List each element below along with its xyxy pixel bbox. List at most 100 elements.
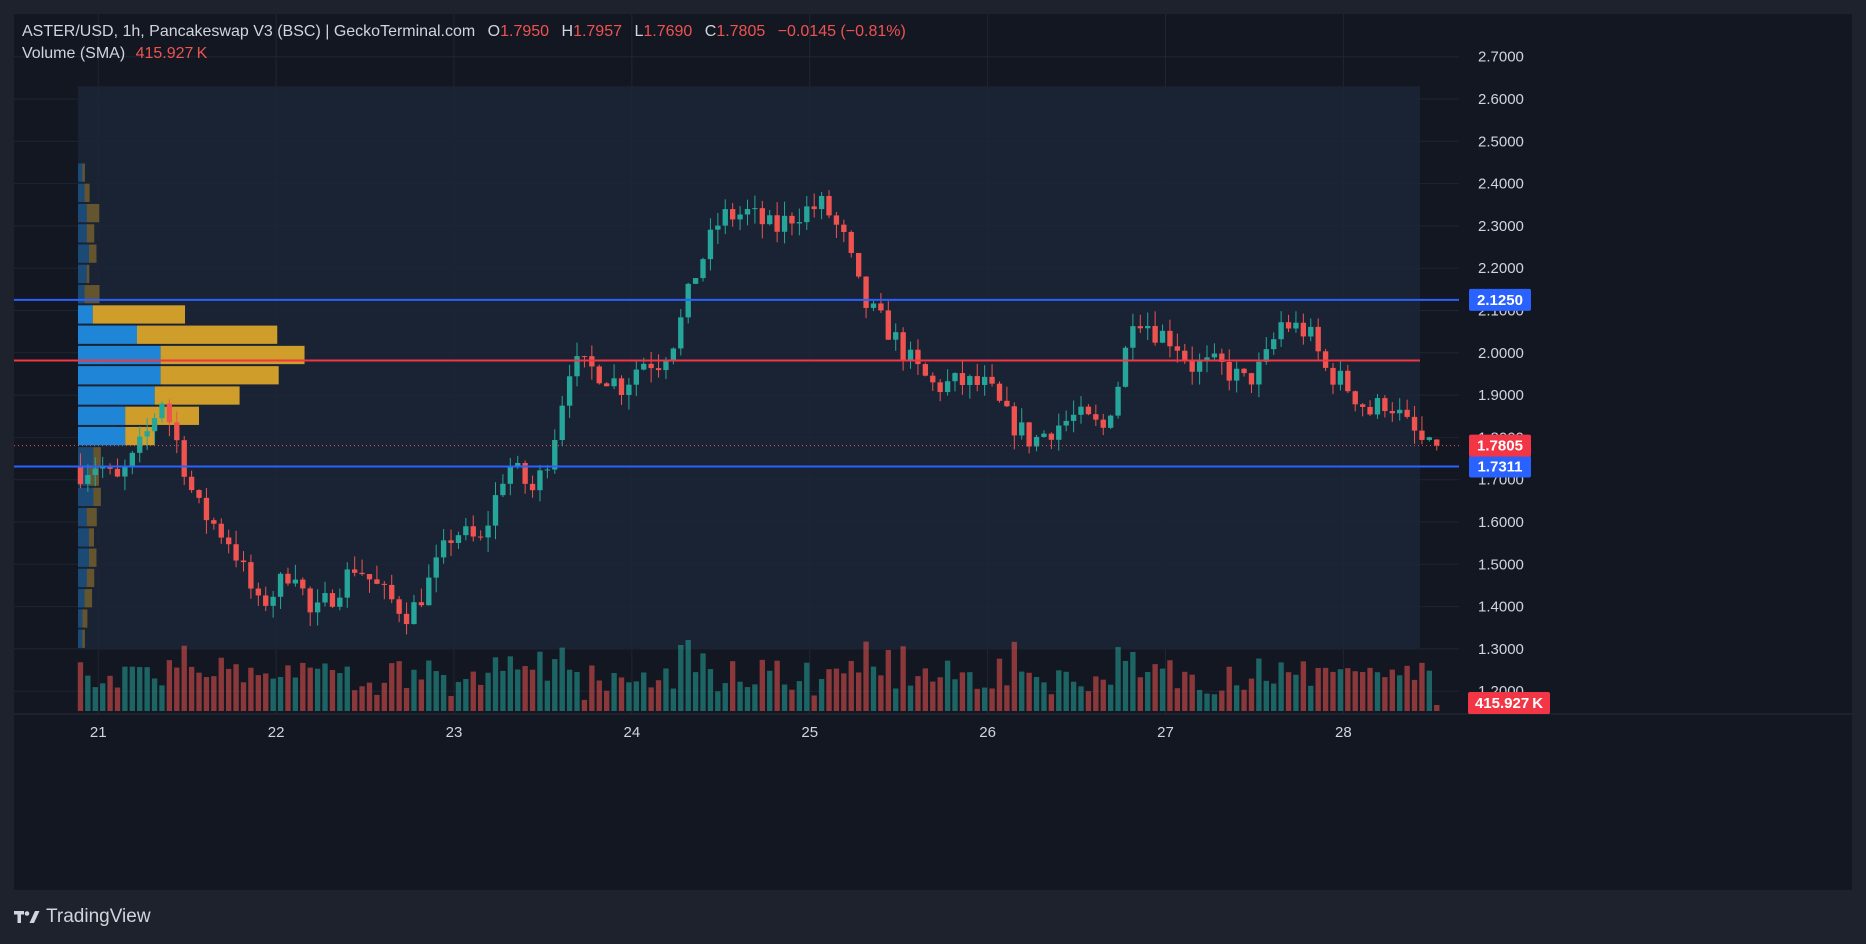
candle-body — [174, 422, 180, 441]
volume-bar — [648, 687, 654, 711]
candle-body — [1048, 433, 1055, 440]
volume-profile-up — [78, 528, 89, 547]
candle-body — [1174, 346, 1181, 351]
volume-bar — [507, 656, 513, 711]
volume-profile-down — [89, 467, 99, 486]
volume-bar — [1426, 670, 1433, 711]
candle-body — [1004, 400, 1010, 407]
volume-bar — [1174, 688, 1181, 711]
volume-bar — [1374, 672, 1381, 711]
candle-body — [1011, 406, 1017, 436]
candle-body — [507, 466, 513, 484]
volume-bar — [566, 669, 573, 711]
candle-body — [529, 483, 536, 491]
price-tick-label: 2.5000 — [1478, 133, 1524, 150]
volume-bar — [603, 690, 610, 711]
volume-bar — [529, 669, 536, 711]
volume-bar — [989, 688, 995, 711]
candle-body — [1256, 361, 1262, 385]
volume-bar — [744, 687, 751, 711]
chart-frame[interactable]: 1.20001.30001.40001.50001.60001.70001.80… — [14, 14, 1852, 890]
time-tick-label: 22 — [268, 724, 285, 741]
candle-body — [448, 540, 454, 543]
volume-bar — [1404, 665, 1410, 711]
volume-profile-up — [78, 264, 87, 284]
volume-profile-down — [86, 264, 90, 284]
volume-bar — [789, 689, 795, 711]
candle-body — [522, 462, 528, 484]
volume-bar — [1434, 705, 1440, 711]
candle-body — [1241, 368, 1247, 374]
volume-profile-down — [89, 528, 94, 547]
candle-body — [248, 562, 254, 589]
candle-body — [1159, 330, 1166, 343]
volume-profile-down — [82, 609, 88, 628]
candle-body — [544, 469, 551, 471]
volume-bar — [833, 668, 840, 711]
volume-bar — [781, 684, 788, 711]
candle-body — [863, 276, 869, 308]
candle-body — [300, 579, 306, 589]
volume-bar — [226, 668, 232, 711]
candle-body — [678, 317, 684, 349]
candle-body — [774, 215, 780, 232]
candle-body — [900, 332, 906, 361]
volume-bar — [1041, 682, 1047, 711]
candle-body — [1330, 367, 1336, 385]
candle-body — [930, 375, 936, 383]
volume-bar — [537, 651, 543, 711]
ohlc-open: O1.7950 — [488, 23, 549, 40]
candle-body — [455, 535, 462, 543]
volume-bar — [1211, 694, 1218, 711]
volume-bar — [848, 660, 854, 711]
candle-body — [181, 440, 187, 477]
volume-bar — [685, 640, 691, 711]
volume-bar — [151, 678, 158, 711]
volume-bar — [574, 672, 580, 711]
volume-bar — [752, 684, 758, 711]
candle-body — [566, 376, 573, 406]
volume-bar — [1204, 693, 1210, 711]
volume-bar — [626, 682, 632, 711]
volume-bar — [500, 670, 506, 711]
ohlc-close-value: 1.7805 — [716, 23, 766, 40]
candle-body — [478, 536, 484, 538]
volume-bar — [818, 679, 825, 711]
tradingview-logo[interactable]: TradingView — [14, 906, 151, 928]
candle-body — [729, 209, 736, 220]
candle-body — [196, 490, 202, 498]
volume-bar — [485, 672, 491, 711]
volume-bar — [559, 647, 565, 711]
candle-body — [1152, 325, 1158, 343]
volume-bar — [737, 681, 743, 711]
candle-body — [1426, 437, 1433, 440]
candle-body — [1085, 406, 1092, 415]
volume-bar — [92, 687, 98, 711]
ohlc-close: C1.7805 — [705, 23, 766, 40]
volume-bar — [322, 663, 328, 711]
volume-bar — [1026, 672, 1032, 711]
volume-bar — [1011, 641, 1017, 711]
candle-body — [322, 593, 328, 603]
legend-volume: Volume (SMA) 415.927 K — [22, 45, 207, 63]
candle-body — [826, 195, 832, 216]
volume-bar — [1352, 671, 1358, 711]
candle-body — [811, 206, 817, 210]
candle-body — [500, 483, 506, 496]
candle-body — [107, 466, 113, 469]
candle-body — [1271, 339, 1277, 350]
candlestick-chart[interactable]: 1.20001.30001.40001.50001.60001.70001.80… — [14, 14, 1852, 890]
candle-body — [1145, 325, 1151, 329]
volume-profile-up — [78, 426, 126, 446]
volume-profile-up — [78, 386, 155, 405]
volume-bar — [1397, 675, 1403, 711]
volume-bar — [796, 681, 803, 711]
volume-bar — [611, 673, 617, 711]
volume-profile-down — [86, 203, 100, 223]
volume-bar — [1271, 683, 1277, 711]
volume-profile-up — [78, 447, 94, 466]
volume-profile-down — [82, 163, 85, 182]
candle-body — [1093, 414, 1099, 420]
volume-bar — [366, 682, 373, 711]
volume-bar — [389, 663, 395, 711]
